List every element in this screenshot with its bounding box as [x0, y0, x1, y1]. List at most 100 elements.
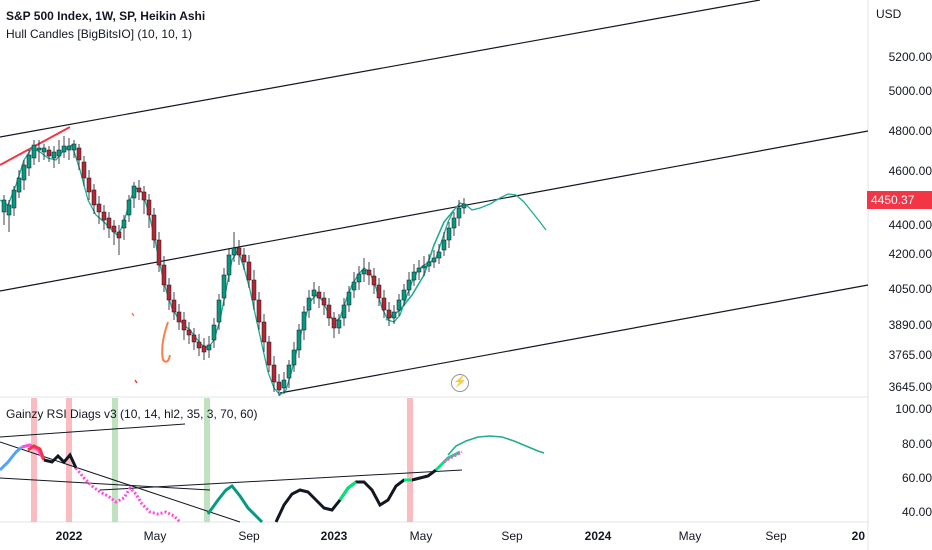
channel-middle-line	[0, 130, 869, 292]
rsi-indicator-label[interactable]: Gainzy RSI Diags v3 (10, 14, hl2, 35, 3,…	[6, 407, 258, 421]
candle-body	[91, 189, 97, 206]
candle-body	[116, 231, 122, 239]
time-label: Sep	[765, 529, 787, 543]
candle-body	[276, 381, 282, 391]
candle-body	[156, 239, 162, 266]
candle-body	[341, 304, 347, 319]
candle-body	[346, 291, 352, 306]
candle-body	[191, 334, 197, 343]
price-label: 5000.00	[888, 84, 932, 98]
candle-body	[431, 257, 437, 263]
time-label: Sep	[501, 529, 523, 543]
candle-body	[106, 217, 112, 229]
candle-body	[306, 297, 312, 311]
candle-body	[226, 254, 232, 276]
candle-body	[176, 311, 182, 323]
rsi-support-line	[0, 477, 211, 491]
candle-body	[381, 297, 387, 311]
candle-body	[61, 145, 67, 153]
candle-body	[196, 341, 202, 349]
candle-body	[421, 265, 427, 269]
candle-body	[56, 149, 62, 157]
candle-body	[146, 199, 152, 216]
price-label: 4800.00	[888, 124, 932, 138]
rsi-green-seg	[206, 483, 264, 524]
rsi-axis-label: 40.00	[901, 505, 932, 519]
orange-annotation	[161, 321, 171, 363]
candle-body	[386, 309, 392, 319]
trend-channel[interactable]	[0, 0, 869, 394]
candle-body	[301, 311, 307, 331]
rsi-highlight-red	[407, 398, 413, 522]
symbol-title[interactable]: S&P 500 Index, 1W, SP, Heikin Ashi	[6, 9, 206, 23]
current-price-badge: 4450.37	[867, 191, 932, 209]
candle-body	[351, 281, 357, 291]
candle-body	[461, 203, 467, 209]
rsi-upper-trendline	[0, 423, 186, 438]
candle-body	[446, 227, 452, 241]
candle-body	[51, 151, 57, 159]
candle-body	[66, 145, 72, 151]
candle-body	[216, 299, 222, 323]
candle-body	[426, 261, 432, 267]
candle-body	[311, 289, 317, 297]
candle-body	[136, 187, 142, 193]
candle-body	[171, 299, 177, 313]
rsi-axis-label: 80.00	[901, 437, 932, 451]
rsi-axis-label: 60.00	[901, 471, 932, 485]
price-label: 5200.00	[888, 50, 932, 64]
candle-body	[101, 211, 107, 221]
lightning-icon[interactable]: ⚡	[451, 374, 469, 392]
rsi-highlight-bars	[31, 398, 413, 522]
candle-body	[406, 279, 412, 291]
time-label: May	[409, 529, 433, 543]
rsi-red-seg	[27, 444, 46, 461]
heikin-ashi-candles[interactable]	[1, 136, 467, 396]
candle-body	[236, 247, 242, 256]
candle-body	[256, 299, 262, 323]
candle-body	[371, 275, 377, 286]
time-label: Sep	[238, 529, 260, 543]
rsi-dark-seg	[43, 452, 78, 469]
orange-mark	[131, 312, 135, 317]
candle-body	[26, 154, 32, 169]
candle-body	[416, 267, 422, 273]
currency-label[interactable]: USD	[876, 7, 902, 21]
candle-body	[411, 271, 417, 281]
candle-body	[246, 261, 252, 281]
candle-body	[121, 219, 127, 229]
candle-body	[241, 254, 247, 263]
candle-body	[96, 203, 102, 213]
candle-body	[41, 147, 47, 153]
candle-body	[206, 344, 212, 351]
candle-body	[186, 329, 192, 336]
candle-body	[366, 269, 372, 276]
candle-body	[356, 273, 362, 283]
price-label: 4050.00	[888, 282, 932, 296]
candle-body	[161, 264, 167, 286]
candle-body	[391, 311, 397, 319]
candle-body	[396, 299, 402, 311]
rsi-pink-dotted-seg	[74, 467, 182, 524]
rsi-axis-label: 100.00	[895, 402, 932, 416]
time-label: 2024	[584, 529, 612, 543]
candle-body	[376, 284, 382, 299]
hull-ma-line	[0, 144, 547, 396]
candle-body	[181, 319, 187, 331]
rsi-pink-dots-2	[443, 450, 463, 464]
candle-body	[336, 319, 342, 329]
candle-body	[111, 225, 117, 233]
price-label: 3890.00	[888, 318, 932, 332]
candle-body	[271, 364, 277, 383]
rsi-highlight-red	[31, 398, 37, 522]
candle-body	[401, 289, 407, 301]
candle-body	[251, 279, 257, 301]
time-label: 2023	[320, 529, 348, 543]
candle-body	[361, 269, 367, 275]
rsi-pane[interactable]	[0, 423, 545, 524]
hull-indicator-label[interactable]: Hull Candles [BigBitsIO] (10, 10, 1)	[6, 27, 193, 41]
candle-body	[266, 341, 272, 366]
candle-body	[321, 297, 327, 306]
price-label: 4200.00	[888, 247, 932, 261]
